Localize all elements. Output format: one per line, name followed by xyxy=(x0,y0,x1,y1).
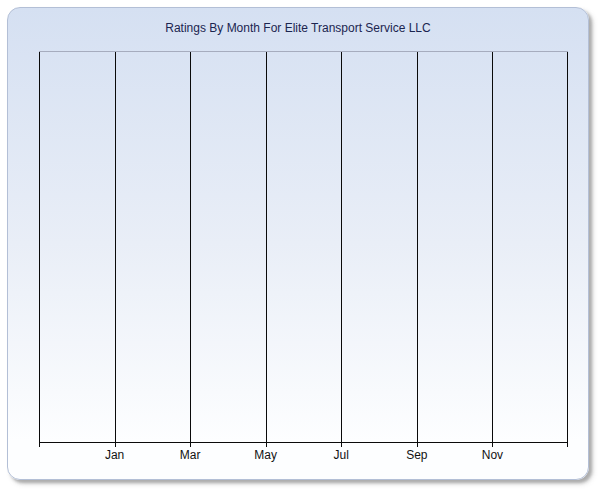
gridline xyxy=(492,52,493,447)
x-axis-label: May xyxy=(254,448,277,462)
gridline xyxy=(341,52,342,447)
x-axis-line xyxy=(39,442,568,443)
x-axis-labels: Jan Mar May Jul Sep Nov xyxy=(39,448,568,464)
plot-area xyxy=(39,51,568,443)
gridline xyxy=(115,52,116,447)
x-axis-label: Sep xyxy=(406,448,427,462)
chart-panel: Ratings By Month For Elite Transport Ser… xyxy=(7,7,589,480)
gridline xyxy=(266,52,267,447)
plot-left-edge xyxy=(39,52,40,447)
plot-right-edge xyxy=(567,52,568,447)
gridline xyxy=(417,52,418,447)
chart-title: Ratings By Month For Elite Transport Ser… xyxy=(8,21,588,35)
x-axis-label: Mar xyxy=(180,448,201,462)
x-axis-label: Jan xyxy=(105,448,124,462)
gridline xyxy=(190,52,191,447)
x-axis-label: Jul xyxy=(334,448,349,462)
x-axis-label: Nov xyxy=(482,448,503,462)
